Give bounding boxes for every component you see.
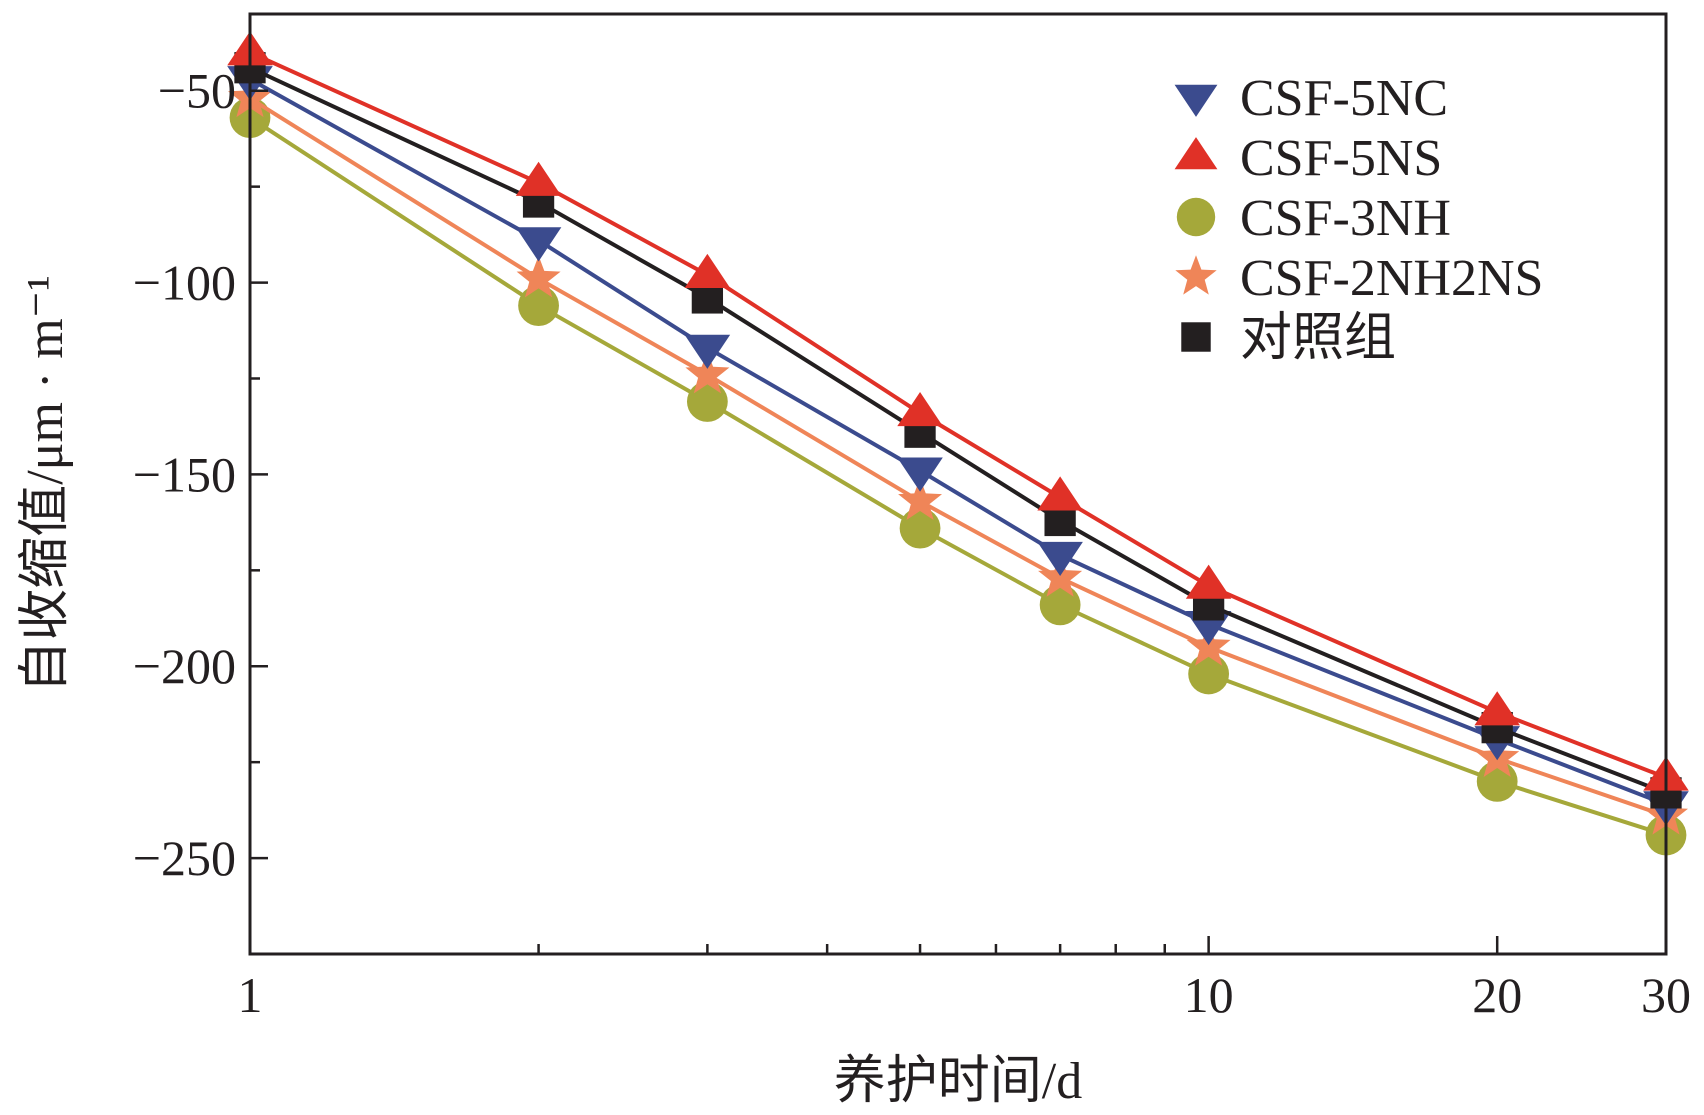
- data-point: [684, 334, 731, 369]
- x-tick-label: 10: [1184, 967, 1234, 1023]
- x-tick-label: 30: [1641, 967, 1691, 1023]
- legend-label: CSF-5NS: [1240, 130, 1442, 187]
- data-point: [898, 478, 942, 520]
- series-line: [249, 65, 1667, 795]
- data-point: [685, 351, 730, 394]
- y-axis-title: 自收缩值/μm · m⁻¹: [17, 275, 74, 693]
- data-point: [1037, 476, 1083, 511]
- axis-ticks: 1 10 20 30 −50 −100 −150 −200 −250: [133, 63, 1691, 1023]
- series-CSF-5NS: [227, 31, 1689, 791]
- legend-label: CSF-5NC: [1240, 70, 1448, 127]
- data-point: [515, 161, 562, 196]
- data-point: [686, 381, 728, 422]
- series-line: [248, 115, 1667, 838]
- data-point: [1039, 584, 1081, 626]
- data-point: [897, 391, 943, 427]
- data-point: [1037, 541, 1083, 577]
- data-point: [1188, 653, 1230, 695]
- legend-item: CSF-5NS: [1174, 130, 1442, 187]
- legend-marker: [1174, 137, 1218, 170]
- series-对照组: [234, 52, 1682, 809]
- x-axis-title: 养护时间/d: [834, 1053, 1082, 1110]
- legend-item: CSF-2NH2NS: [1175, 250, 1543, 307]
- x-tick-label: 1: [238, 967, 263, 1023]
- y-tick-label: −250: [133, 830, 236, 886]
- series-line: [248, 96, 1667, 818]
- legend-marker: [1176, 197, 1216, 237]
- legend-marker: [1175, 255, 1217, 295]
- plot-frame: [248, 12, 1668, 956]
- series-line: [249, 77, 1667, 807]
- x-tick-label: 20: [1472, 967, 1522, 1023]
- legend-item: CSF-3NH: [1176, 190, 1451, 247]
- data-point: [1185, 564, 1232, 599]
- legend-item: CSF-5NC: [1174, 70, 1448, 127]
- y-tick-label: −100: [133, 255, 236, 311]
- legend-label: 对照组: [1240, 310, 1396, 367]
- data-point: [897, 457, 943, 492]
- series-line: [249, 50, 1667, 780]
- data-point: [515, 227, 562, 262]
- data-point: [684, 253, 731, 288]
- data-point: [899, 507, 941, 549]
- data-point: [516, 255, 561, 298]
- series-layer: [227, 31, 1689, 856]
- data-point: [518, 285, 559, 326]
- legend-item: 对照组: [1181, 310, 1396, 367]
- data-point: [1474, 691, 1520, 726]
- y-tick-label: −50: [158, 63, 236, 119]
- legend-label: CSF-2NH2NS: [1240, 250, 1543, 307]
- series-CSF-5NC: [227, 66, 1689, 826]
- legend-marker: [1174, 84, 1218, 117]
- y-tick-label: −150: [133, 446, 236, 502]
- legend-marker: [1181, 322, 1211, 352]
- series-CSF-3NH: [229, 97, 1687, 856]
- y-tick-label: −200: [133, 638, 236, 694]
- legend-label: CSF-3NH: [1240, 190, 1451, 247]
